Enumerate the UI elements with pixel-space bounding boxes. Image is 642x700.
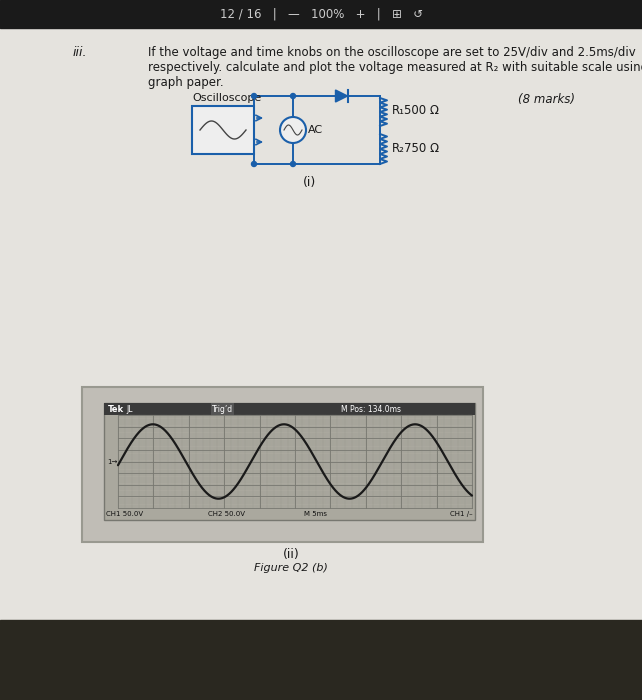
Circle shape [280, 117, 306, 143]
Text: 500 Ω: 500 Ω [404, 104, 439, 116]
Text: Trig’d: Trig’d [212, 405, 233, 414]
Bar [104, 403, 475, 520]
Text: Oscilloscope: Oscilloscope [192, 93, 261, 103]
Text: CH2 50.0V: CH2 50.0V [208, 511, 245, 517]
Bar [0, 0, 642, 28]
Bar [0, 28, 642, 620]
Text: CH1 50.0V: CH1 50.0V [106, 511, 143, 517]
Bar [0, 620, 642, 700]
Text: AC: AC [308, 125, 323, 135]
Bar [192, 106, 254, 154]
Text: R₁: R₁ [392, 104, 405, 116]
Text: Figure Q2 (b): Figure Q2 (b) [254, 563, 328, 573]
Text: CH1 /–: CH1 /– [451, 511, 473, 517]
Text: (ii): (ii) [282, 548, 299, 561]
Circle shape [290, 162, 295, 167]
Circle shape [252, 162, 257, 167]
Text: Tek: Tek [108, 405, 124, 414]
Text: If the voltage and time knobs on the oscilloscope are set to 25V/div and 2.5ms/d: If the voltage and time knobs on the osc… [148, 46, 636, 59]
Circle shape [252, 94, 257, 99]
Text: JL: JL [126, 405, 132, 414]
Text: M 5ms: M 5ms [304, 511, 327, 517]
Bar [104, 403, 475, 415]
Text: M Pos: 134.0ms: M Pos: 134.0ms [341, 405, 401, 414]
Text: (i): (i) [304, 176, 317, 189]
Text: 12 / 16   |   —   100%   +   |   ⊞   ↺: 12 / 16 | — 100% + | ⊞ ↺ [220, 8, 422, 20]
Text: respectively. calculate and plot the voltage measured at R₂ with suitable scale : respectively. calculate and plot the vol… [148, 61, 642, 74]
Text: 1→: 1→ [107, 458, 117, 465]
Text: iii.: iii. [73, 46, 87, 59]
Text: graph paper.: graph paper. [148, 76, 223, 89]
Polygon shape [336, 90, 347, 102]
Text: (8 marks): (8 marks) [518, 93, 575, 106]
Bar [82, 387, 483, 542]
Circle shape [290, 94, 295, 99]
Text: R₂: R₂ [392, 143, 405, 155]
Text: 750 Ω: 750 Ω [404, 143, 439, 155]
